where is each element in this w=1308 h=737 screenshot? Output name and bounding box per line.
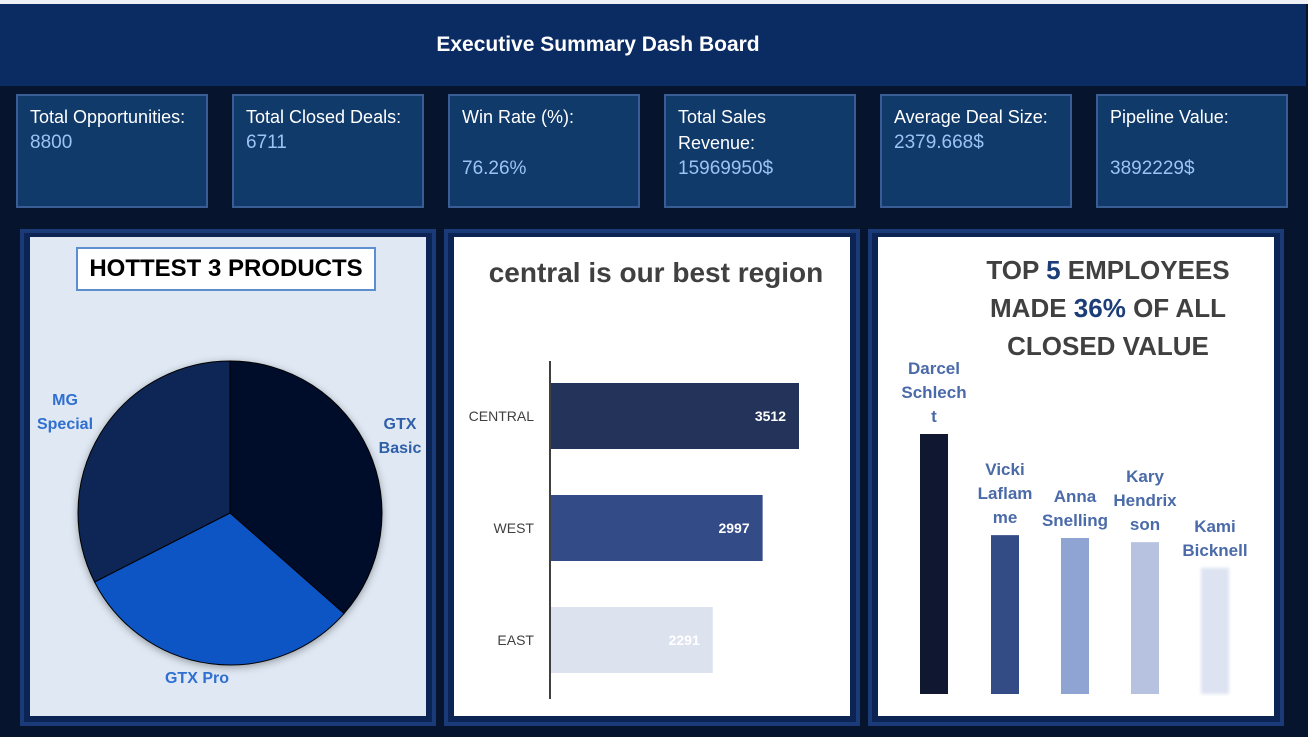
pie-slice-mg-special bbox=[77, 360, 231, 583]
employee-bar bbox=[991, 535, 1019, 694]
products-pie-chart bbox=[77, 360, 383, 666]
title-highlight-percent: 36% bbox=[1073, 293, 1126, 323]
title-highlight-count: 5 bbox=[1046, 255, 1061, 285]
products-chart-area: HOTTEST 3 PRODUCTS GTX Basic GTX Pro MG … bbox=[30, 237, 426, 716]
products-chart-title: HOTTEST 3 PRODUCTS bbox=[76, 247, 376, 291]
region-category-label: WEST bbox=[494, 520, 535, 536]
employee-name-label: Darcel Schlech t bbox=[901, 359, 966, 426]
employee-bar bbox=[1131, 542, 1159, 694]
region-category-label: EAST bbox=[497, 632, 534, 648]
pie-label-gtx-pro: GTX Pro bbox=[164, 670, 229, 687]
employee-name-label: Vicki Laflam me bbox=[978, 460, 1033, 527]
employees-panel: TOP 5 EMPLOYEES MADE 36% OF ALL CLOSED V… bbox=[868, 229, 1284, 726]
region-chart-area: central is our best region CENTRAL 3512 WE… bbox=[454, 237, 850, 716]
employee-name-label: Kami Bicknell bbox=[1182, 517, 1247, 560]
kpi-total-opportunities: Total Opportunities: 8800 bbox=[16, 94, 208, 208]
kpi-average-deal-size: Average Deal Size: 2379.668$ bbox=[880, 94, 1072, 208]
pie-slice-gtx-basic bbox=[229, 360, 383, 615]
kpi-label: Total Opportunities: bbox=[30, 107, 186, 127]
region-bar-chart: CENTRAL 3512 WEST 2997 EAST 2291 bbox=[469, 361, 799, 699]
kpi-win-rate: Win Rate (%): 76.26% bbox=[448, 94, 640, 208]
kpi-label: Win Rate (%): bbox=[462, 107, 575, 127]
kpi-label: Total Sales Revenue: bbox=[678, 107, 767, 153]
region-chart-title: central is our best region bbox=[488, 257, 824, 288]
kpi-value: 76.26% bbox=[462, 158, 527, 179]
title-part: EMPLOYEES MADE bbox=[990, 255, 1230, 323]
kpi-value: 3892229$ bbox=[1110, 158, 1195, 179]
region-category-label: CENTRAL bbox=[469, 408, 535, 424]
region-data-label: 2997 bbox=[718, 520, 749, 536]
region-panel: central is our best region CENTRAL 3512 WE… bbox=[444, 229, 860, 726]
employee-bar bbox=[920, 434, 948, 694]
region-data-label: 2291 bbox=[669, 632, 700, 648]
region-bar-central bbox=[551, 383, 799, 449]
kpi-label: Total Closed Deals: bbox=[246, 107, 402, 127]
dashboard-title: Executive Summary Dash Board bbox=[436, 33, 760, 56]
employee-bar bbox=[1061, 538, 1089, 694]
kpi-value: 8800 bbox=[30, 132, 73, 153]
kpi-total-sales-revenue: Total Sales Revenue: 15969950$ bbox=[664, 94, 856, 208]
products-panel: HOTTEST 3 PRODUCTS GTX Basic GTX Pro MG … bbox=[20, 229, 436, 726]
kpi-total-closed-deals: Total Closed Deals: 6711 bbox=[232, 94, 424, 208]
employees-chart-title: TOP 5 EMPLOYEES MADE 36% OF ALL CLOSED V… bbox=[948, 251, 1268, 365]
kpi-value: 6711 bbox=[246, 132, 287, 153]
pie-label-mg-special: MG Special bbox=[36, 392, 94, 433]
top-strip bbox=[0, 0, 1308, 4]
title-part: OF ALL CLOSED VALUE bbox=[1007, 293, 1226, 361]
pie-label-gtx-basic: GTX Basic bbox=[378, 416, 422, 457]
region-data-label: 3512 bbox=[755, 408, 786, 424]
region-bar-west bbox=[551, 495, 763, 561]
employee-name-label: Anna Snelling bbox=[1042, 487, 1108, 530]
kpi-pipeline-value: Pipeline Value: 3892229$ bbox=[1096, 94, 1288, 208]
kpi-label: Average Deal Size: bbox=[894, 107, 1048, 127]
title-part: TOP bbox=[986, 255, 1047, 285]
dashboard-header: Executive Summary Dash Board bbox=[0, 4, 1306, 86]
kpi-value: 2379.668$ bbox=[894, 132, 984, 153]
kpi-label: Pipeline Value: bbox=[1110, 107, 1229, 127]
employee-name-label: Kary Hendrix son bbox=[1113, 467, 1177, 534]
kpi-value: 15969950$ bbox=[678, 158, 774, 179]
employees-chart-area: TOP 5 EMPLOYEES MADE 36% OF ALL CLOSED V… bbox=[878, 237, 1274, 716]
employee-bar bbox=[1201, 567, 1229, 694]
region-bar-east bbox=[551, 607, 713, 673]
pie-slice-gtx-pro bbox=[93, 512, 345, 666]
